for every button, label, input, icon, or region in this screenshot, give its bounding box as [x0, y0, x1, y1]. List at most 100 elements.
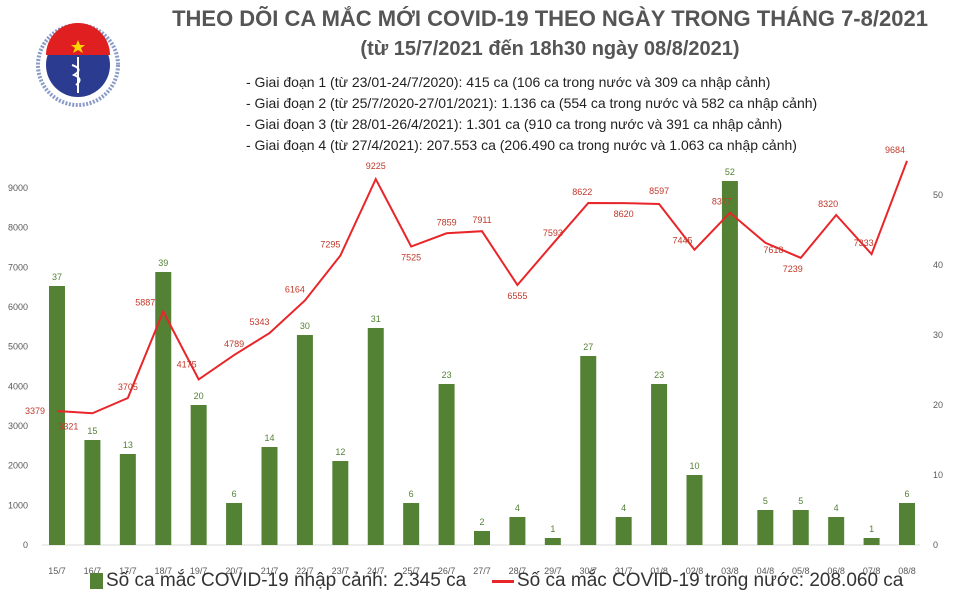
- x-tick-label: 30/7: [579, 566, 597, 576]
- chart-subtitle: (từ 15/7/2021 đến 18h30 ngày 08/8/2021): [360, 38, 740, 60]
- bar: [580, 356, 597, 545]
- bar-data-label: 37: [52, 272, 62, 282]
- bar-data-label: 4: [515, 503, 520, 513]
- right-tick-label: 50: [933, 190, 943, 200]
- left-tick-label: 9000: [8, 183, 28, 193]
- bar: [863, 538, 880, 545]
- chart-title: THEO DÕI CA MẮC MỚI COVID-19 THEO NGÀY T…: [172, 6, 928, 31]
- bar-data-label: 27: [583, 342, 593, 352]
- left-tick-label: 4000: [8, 381, 28, 391]
- bar: [544, 538, 561, 545]
- legend-item-domestic: Số ca mắc COVID-19 trong nước: 208.060 c…: [492, 570, 903, 592]
- bar: [296, 335, 313, 545]
- bar: [509, 517, 526, 545]
- right-tick-label: 10: [933, 470, 943, 480]
- bar: [84, 440, 101, 545]
- bar: [686, 475, 703, 545]
- bar: [615, 517, 632, 545]
- bar: [651, 384, 668, 545]
- bar-data-label: 20: [194, 391, 204, 401]
- x-tick-label: 25/7: [402, 566, 420, 576]
- bar: [403, 503, 420, 545]
- line-data-label: 8320: [818, 199, 838, 209]
- line-data-label: 5343: [249, 317, 269, 327]
- x-tick-label: 04/8: [757, 566, 775, 576]
- right-tick-label: 20: [933, 400, 943, 410]
- bar: [899, 503, 915, 545]
- bar: [757, 510, 774, 545]
- line-data-label: 3705: [118, 382, 138, 392]
- line-data-label: 3321: [58, 421, 78, 431]
- bar-data-label: 5: [798, 496, 803, 506]
- bar: [226, 503, 243, 545]
- bar-data-label: 23: [654, 370, 664, 380]
- x-tick-label: 02/8: [686, 566, 704, 576]
- bar: [721, 181, 738, 545]
- bar-data-label: 6: [232, 489, 237, 499]
- bar: [367, 328, 384, 545]
- x-tick-label: 17/7: [119, 566, 137, 576]
- line-data-label: 8620: [614, 209, 634, 219]
- line-data-label: 8377: [712, 197, 732, 207]
- phase-notes: - Giai đoạn 1 (từ 23/01-24/7/2020): 415 …: [246, 72, 817, 156]
- bar: [190, 405, 207, 545]
- bar: [49, 286, 65, 545]
- right-tick-label: 30: [933, 330, 943, 340]
- line-data-label: 7859: [437, 217, 457, 227]
- line-data-label: 7239: [783, 264, 803, 274]
- bar-data-label: 23: [442, 370, 452, 380]
- right-tick-label: 40: [933, 260, 943, 270]
- x-tick-label: 03/8: [721, 566, 739, 576]
- bar: [332, 461, 349, 545]
- line-data-label: 7333: [854, 238, 874, 248]
- left-tick-label: 2000: [8, 461, 28, 471]
- legend-label: Số ca mắc COVID-19 trong nước: 208.060 c…: [517, 570, 904, 591]
- phase-note: - Giai đoạn 4 (từ 27/4/2021): 207.553 ca…: [246, 137, 797, 153]
- bar-data-label: 12: [335, 447, 345, 457]
- line-data-label: 9684: [885, 145, 905, 155]
- x-tick-label: 23/7: [332, 566, 350, 576]
- line-data-label: 3379: [25, 406, 45, 416]
- bar-data-label: 4: [621, 503, 626, 513]
- bar-data-label: 6: [904, 489, 909, 499]
- line-series: [56, 160, 908, 415]
- bar-data-label: 39: [158, 258, 168, 268]
- x-tick-label: 08/8: [898, 566, 916, 576]
- x-tick-label: 31/7: [615, 566, 633, 576]
- bar-data-label: 13: [123, 440, 133, 450]
- bar-data-label: 52: [725, 167, 735, 177]
- bar-data-label: 6: [409, 489, 414, 499]
- x-tick-label: 19/7: [190, 566, 208, 576]
- phase-note: - Giai đoạn 3 (từ 28/01-26/4/2021): 1.30…: [246, 116, 783, 132]
- bar-data-label: 15: [87, 426, 97, 436]
- bar: [261, 447, 278, 545]
- bar: [792, 510, 809, 545]
- legend-swatch-line: [492, 579, 514, 583]
- left-tick-label: 3000: [8, 421, 28, 431]
- x-tick-label: 18/7: [154, 566, 172, 576]
- left-tick-label: 7000: [8, 262, 28, 272]
- x-tick-label: 05/8: [792, 566, 810, 576]
- x-tick-label: 07/8: [863, 566, 881, 576]
- bar-data-label: 14: [264, 433, 274, 443]
- bar-data-label: 1: [550, 524, 555, 534]
- line-data-label: 6555: [507, 291, 527, 301]
- line-data-label: 8597: [649, 186, 669, 196]
- x-tick-label: 24/7: [367, 566, 385, 576]
- bar: [474, 531, 490, 545]
- right-tick-label: 0: [933, 540, 938, 550]
- x-tick-label: 27/7: [473, 566, 491, 576]
- bar: [438, 384, 455, 545]
- x-tick-label: 26/7: [438, 566, 456, 576]
- left-tick-label: 8000: [8, 223, 28, 233]
- line-data-label: 5887: [135, 297, 155, 307]
- bar-data-label: 31: [371, 314, 381, 324]
- left-tick-label: 6000: [8, 302, 28, 312]
- legend-label: Số ca mắc COVID-19 nhập cảnh: 2.345 ca: [106, 570, 467, 591]
- line-data-label: 7593: [543, 228, 563, 238]
- bar-data-label: 30: [300, 321, 310, 331]
- line-data-label: 7618: [763, 245, 783, 255]
- bar-data-label: 5: [763, 496, 768, 506]
